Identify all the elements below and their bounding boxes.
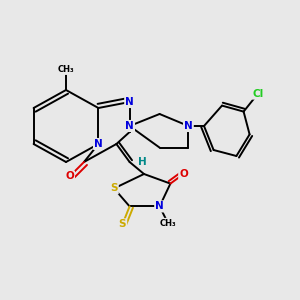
Text: S: S bbox=[110, 183, 118, 194]
Text: N: N bbox=[125, 97, 134, 107]
Text: Cl: Cl bbox=[252, 88, 264, 99]
Text: N: N bbox=[155, 201, 164, 212]
Text: N: N bbox=[184, 121, 193, 131]
Text: O: O bbox=[179, 169, 188, 179]
Text: N: N bbox=[125, 121, 134, 131]
Text: CH₃: CH₃ bbox=[160, 219, 176, 228]
Text: CH₃: CH₃ bbox=[58, 65, 74, 74]
Text: O: O bbox=[65, 171, 74, 182]
Text: H: H bbox=[138, 157, 147, 167]
Text: S: S bbox=[119, 219, 126, 230]
Text: N: N bbox=[94, 139, 103, 149]
